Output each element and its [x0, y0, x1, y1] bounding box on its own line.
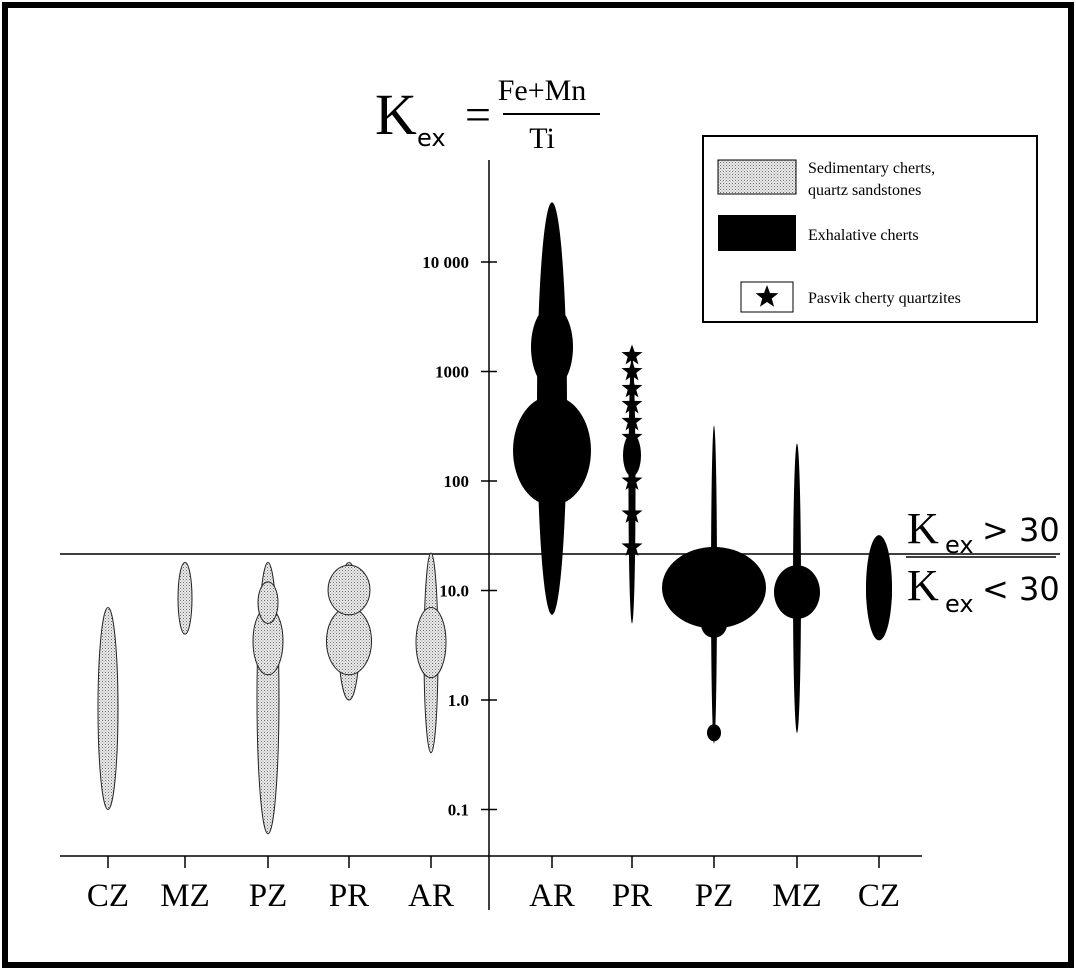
legend: Sedimentary cherts, quartz sandstones Ex…: [702, 135, 1038, 323]
distribution-sedimentary-mz: [177, 562, 193, 635]
formula-numerator: Fe+Mn: [498, 74, 587, 107]
legend-label-pasvik: Pasvik cherty quartzites: [808, 290, 961, 307]
y-tick-label: 10.0: [439, 582, 469, 601]
x-category-label: PZ: [695, 878, 734, 914]
x-category-label: MZ: [772, 878, 822, 914]
y-ticks: 0.1 1.0 10.0 100 1000 10 000: [422, 253, 497, 820]
legend-swatch-sedimentary: [717, 159, 797, 195]
range-shape: [177, 562, 193, 635]
distribution-exhalative-cz: [866, 535, 892, 641]
distribution-exhalative-ar: [513, 202, 591, 615]
mode-bulge: [326, 606, 372, 676]
y-tick-label: 10 000: [422, 253, 469, 272]
mode-bulge: [257, 581, 279, 624]
pasvik-star-point: [621, 535, 643, 556]
mode-bulge: [774, 565, 820, 619]
star-icon: [755, 285, 779, 307]
threshold-lower-rest: < 30: [982, 570, 1060, 608]
y-tick-label: 1000: [435, 363, 469, 382]
pasvik-points: [621, 344, 643, 556]
legend-label-sedimentary-line1: Sedimentary cherts,: [808, 160, 935, 177]
distribution-exhalative-mz: [774, 443, 820, 733]
x-category-label: PR: [612, 878, 652, 914]
mode-bulge: [707, 724, 721, 742]
mode-bulge: [327, 564, 371, 616]
legend-label-sedimentary-line2: quartz sandstones: [808, 182, 921, 199]
x-category-label: AR: [529, 878, 575, 914]
formula-subscript: ex: [417, 124, 446, 152]
pasvik-star-point: [621, 426, 643, 447]
distribution-sedimentary-pr: [326, 562, 372, 701]
mode-bulge: [415, 606, 447, 679]
y-tick-label: 1.0: [448, 691, 469, 710]
threshold-lower-k: K: [907, 561, 939, 610]
y-tick-label: 100: [444, 472, 470, 491]
formula-denominator: Ti: [529, 122, 555, 155]
threshold-upper-rest: > 30: [982, 511, 1060, 549]
x-category-label: MZ: [160, 878, 210, 914]
x-category-label: AR: [408, 878, 454, 914]
pasvik-star-point: [621, 470, 643, 490]
range-shape: [97, 606, 119, 811]
threshold-upper-k: K: [907, 504, 939, 553]
formula-equals: =: [465, 89, 491, 140]
x-category-label: CZ: [858, 878, 900, 914]
pasvik-star-point: [621, 377, 643, 398]
pasvik-star-point: [621, 502, 643, 523]
legend-label-exhalative: Exhalative cherts: [808, 227, 919, 244]
x-category-label: PZ: [249, 878, 288, 914]
pasvik-star-point: [621, 410, 643, 431]
distribution-exhalative-pz: [662, 425, 766, 744]
mode-bulge: [701, 610, 727, 638]
x-category-label: CZ: [87, 878, 129, 914]
mode-bulge: [866, 553, 892, 629]
threshold-lower-sub: ex: [945, 590, 974, 618]
pasvik-star-point: [621, 360, 643, 381]
distribution-sedimentary-cz: [97, 606, 119, 811]
kex-formula: K ex = Fe+Mn Ti: [375, 74, 600, 155]
pasvik-star-point: [621, 344, 643, 365]
formula-k: K: [375, 82, 417, 147]
legend-swatch-exhalative: [718, 215, 796, 251]
mode-bulge: [531, 305, 573, 389]
pasvik-star-point: [621, 393, 643, 414]
distribution-groups: [97, 202, 892, 835]
threshold-upper-sub: ex: [945, 531, 974, 559]
y-tick-label: 0.1: [448, 801, 469, 820]
x-ticks: CZ MZ PZ PR AR AR PR PZ MZ CZ: [87, 856, 900, 914]
threshold-labels: K ex > 30 K ex < 30: [907, 504, 1060, 618]
distribution-sedimentary-ar: [415, 552, 447, 754]
mode-bulge: [513, 395, 591, 506]
x-category-label: PR: [329, 878, 369, 914]
distribution-sedimentary-pz: [252, 562, 284, 835]
mode-bulge: [662, 546, 766, 629]
